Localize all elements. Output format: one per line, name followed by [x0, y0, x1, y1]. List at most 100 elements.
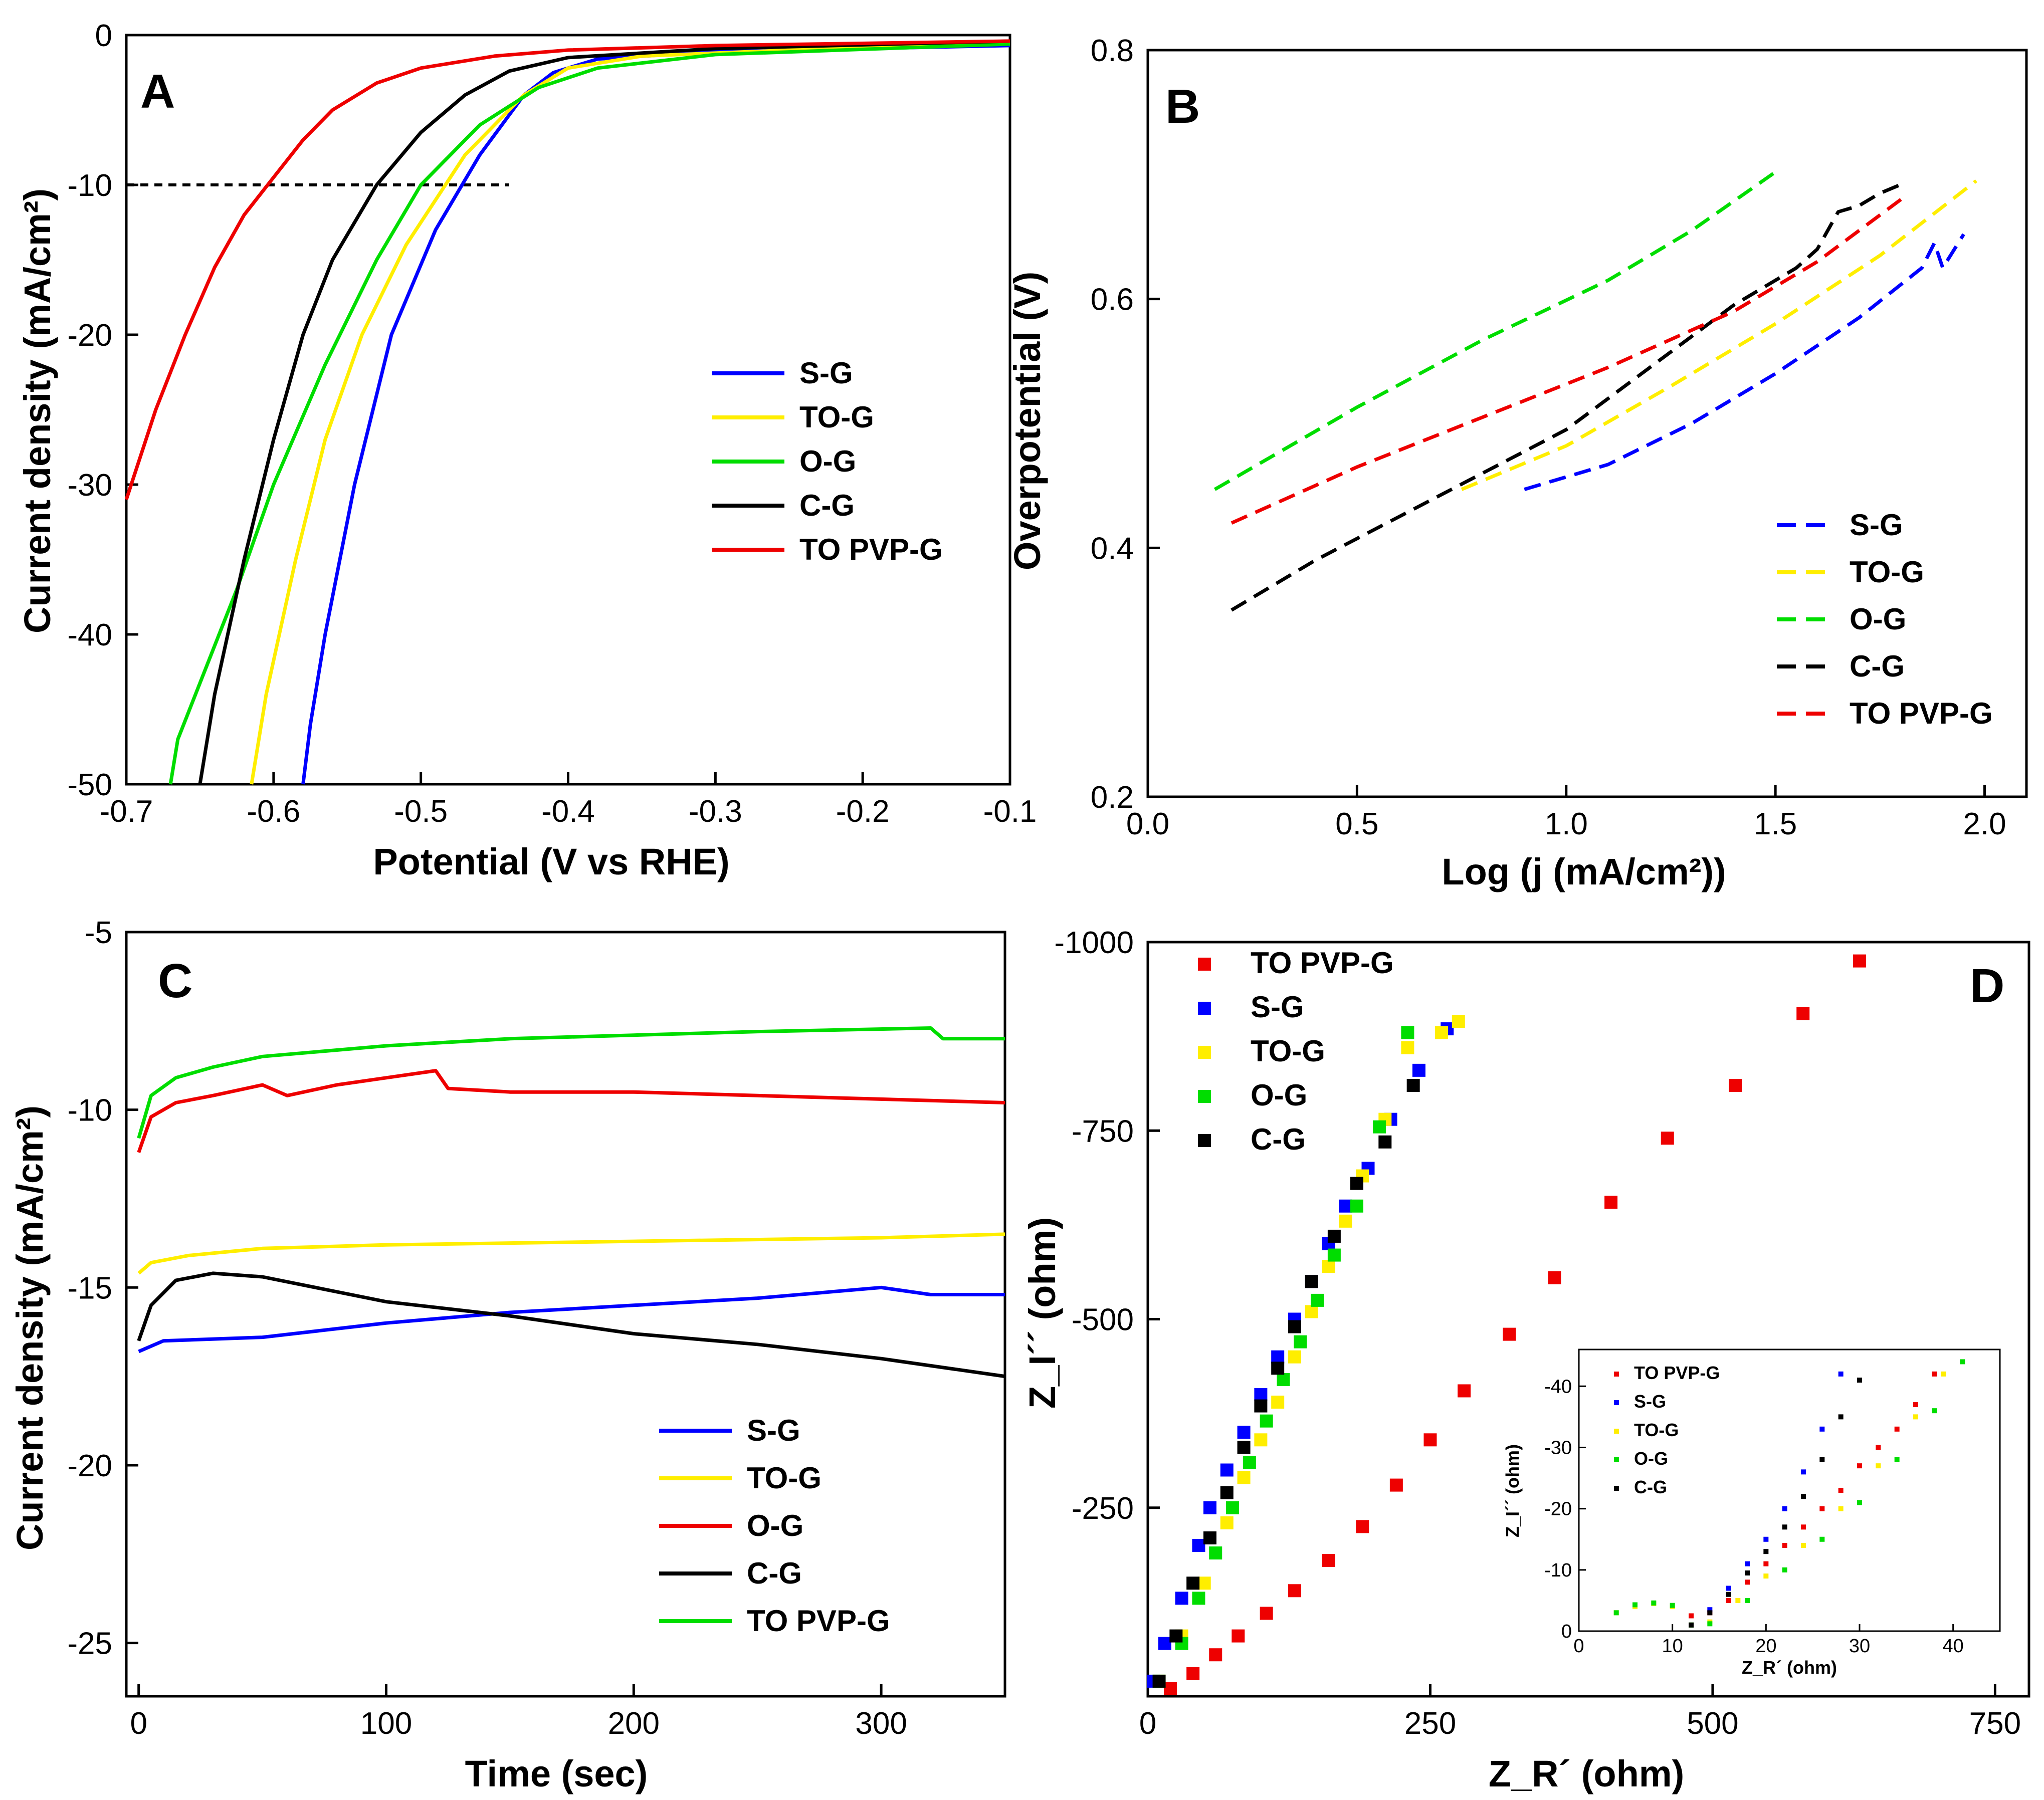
data-point — [1186, 1667, 1200, 1680]
data-point — [1661, 1132, 1674, 1145]
data-point — [1763, 1536, 1769, 1542]
data-point — [1857, 1500, 1862, 1505]
legend-label: S-G — [1251, 990, 1304, 1024]
data-point — [1311, 1293, 1324, 1307]
series-line — [137, 1069, 1005, 1153]
y-tick-label: -20 — [67, 1449, 112, 1483]
legend-label: TO-G — [799, 400, 874, 434]
data-point — [1726, 1586, 1731, 1591]
data-point — [1294, 1335, 1307, 1348]
x-tick-label: 0 — [1573, 1636, 1584, 1657]
y-tick-label: -50 — [67, 768, 112, 802]
x-tick-label: 1.0 — [1545, 807, 1588, 841]
data-point — [1876, 1463, 1881, 1469]
data-point — [1373, 1120, 1386, 1134]
y-tick-label: -30 — [67, 468, 112, 503]
data-point — [1894, 1426, 1900, 1432]
x-axis-label: Z_R´ (ohm) — [1742, 1657, 1837, 1678]
y-tick-label: -750 — [1072, 1114, 1134, 1149]
data-point — [1632, 1602, 1638, 1608]
legend-marker — [1614, 1486, 1619, 1491]
y-tick-label: -10 — [1544, 1560, 1572, 1581]
data-point — [1237, 1441, 1251, 1454]
data-point — [1801, 1542, 1806, 1548]
y-tick-label: 0.6 — [1091, 283, 1134, 317]
data-point — [1838, 1488, 1844, 1493]
data-point — [1801, 1494, 1806, 1499]
legend-label: C-G — [1251, 1122, 1306, 1156]
x-tick-label: 0.5 — [1335, 807, 1378, 841]
data-point — [1220, 1486, 1234, 1499]
y-tick-label: -500 — [1072, 1303, 1134, 1337]
data-point — [1406, 1078, 1420, 1092]
legend-marker — [1198, 1002, 1211, 1015]
x-axis-label: Potential (V vs RHE) — [373, 841, 729, 882]
data-point — [1689, 1613, 1694, 1619]
data-point — [1745, 1598, 1750, 1603]
data-point — [1729, 1078, 1742, 1092]
legend-label: S-G — [1850, 508, 1903, 542]
data-point — [1707, 1610, 1713, 1616]
data-point — [1254, 1433, 1268, 1447]
data-point — [1796, 1007, 1810, 1020]
data-point — [1423, 1433, 1437, 1447]
series-line — [1213, 170, 1777, 491]
data-point — [1548, 1271, 1561, 1284]
data-point — [1876, 1445, 1881, 1450]
plot-frame — [125, 931, 1006, 1698]
series-line — [168, 42, 1010, 785]
data-point — [1782, 1524, 1787, 1530]
data-point — [1237, 1426, 1251, 1439]
x-axis-label: Time (sec) — [465, 1753, 648, 1794]
y-axis-label: Z_I´´ (ohm) — [1502, 1444, 1523, 1537]
series-line — [198, 39, 1010, 785]
y-axis-label: Current density (mA/cm²) — [9, 1105, 51, 1550]
data-point — [1857, 1463, 1862, 1469]
data-point — [1327, 1248, 1341, 1262]
legend-label: TO-G — [1251, 1034, 1325, 1068]
y-tick-label: -30 — [1544, 1437, 1572, 1458]
data-point — [1763, 1573, 1769, 1579]
data-point — [1745, 1570, 1750, 1576]
y-tick-label: 0.4 — [1091, 531, 1134, 566]
data-point — [1763, 1561, 1769, 1566]
data-point — [1819, 1426, 1825, 1432]
data-point — [1209, 1648, 1222, 1662]
legend-label: S-G — [799, 356, 853, 390]
x-tick-label: 300 — [855, 1706, 907, 1741]
data-point — [1288, 1320, 1301, 1333]
data-point — [1158, 1637, 1171, 1650]
x-tick-label: -0.3 — [689, 794, 742, 829]
legend-marker — [1614, 1457, 1619, 1462]
y-tick-label: -10 — [67, 1093, 112, 1128]
data-point — [1857, 1378, 1862, 1383]
data-point — [1378, 1135, 1392, 1149]
panel-letter: C — [158, 954, 192, 1008]
data-point — [1254, 1388, 1268, 1401]
data-point — [1452, 1015, 1465, 1028]
data-point — [1707, 1621, 1713, 1627]
data-point — [1356, 1520, 1369, 1533]
plot-frame — [1146, 49, 2028, 798]
data-point — [1458, 1384, 1471, 1398]
x-tick-label: -0.1 — [983, 794, 1037, 829]
x-tick-label: 10 — [1662, 1636, 1683, 1657]
data-point — [1226, 1501, 1240, 1514]
data-point — [1389, 1478, 1403, 1492]
x-tick-label: 30 — [1849, 1636, 1870, 1657]
series-line — [137, 1271, 1005, 1379]
data-point — [1435, 1026, 1448, 1039]
x-tick-label: 200 — [608, 1706, 660, 1741]
legend-label: S-G — [747, 1414, 800, 1447]
data-point — [1801, 1469, 1806, 1475]
series-line — [138, 1285, 1005, 1354]
data-point — [1726, 1598, 1731, 1603]
legend-label: O-G — [1850, 602, 1906, 636]
data-point — [1932, 1408, 1937, 1414]
data-point — [1175, 1592, 1188, 1605]
data-point — [1260, 1414, 1273, 1428]
y-tick-label: 0.8 — [1091, 34, 1134, 68]
data-point — [1232, 1629, 1245, 1643]
